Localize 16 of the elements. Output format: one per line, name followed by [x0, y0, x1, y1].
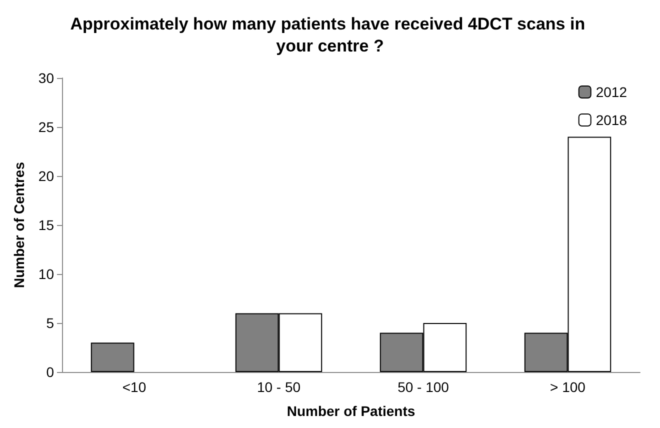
y-tick-label: 20	[38, 168, 54, 184]
y-tick-label: 30	[38, 70, 54, 86]
y-tick-label: 0	[46, 364, 54, 380]
y-tick-label: 25	[38, 119, 54, 135]
x-axis-title: Number of Patients	[286, 403, 416, 419]
x-tick-label: <10	[122, 379, 146, 395]
y-axis-title: Number of Centres	[11, 162, 27, 288]
x-tick-label: 50 - 100	[398, 379, 450, 395]
y-tick-label: 15	[38, 217, 54, 233]
x-tick-label: > 100	[550, 379, 586, 395]
y-tick-label: 5	[46, 315, 54, 331]
chart-title: Approximately how many patients have received 4DCT scans in your centre ?	[70, 14, 590, 56]
x-tick-label: 10 - 50	[256, 379, 301, 395]
legend-label: 2018	[596, 112, 628, 128]
legend-label: 2012	[596, 84, 628, 100]
y-tick-label: 10	[38, 266, 54, 282]
